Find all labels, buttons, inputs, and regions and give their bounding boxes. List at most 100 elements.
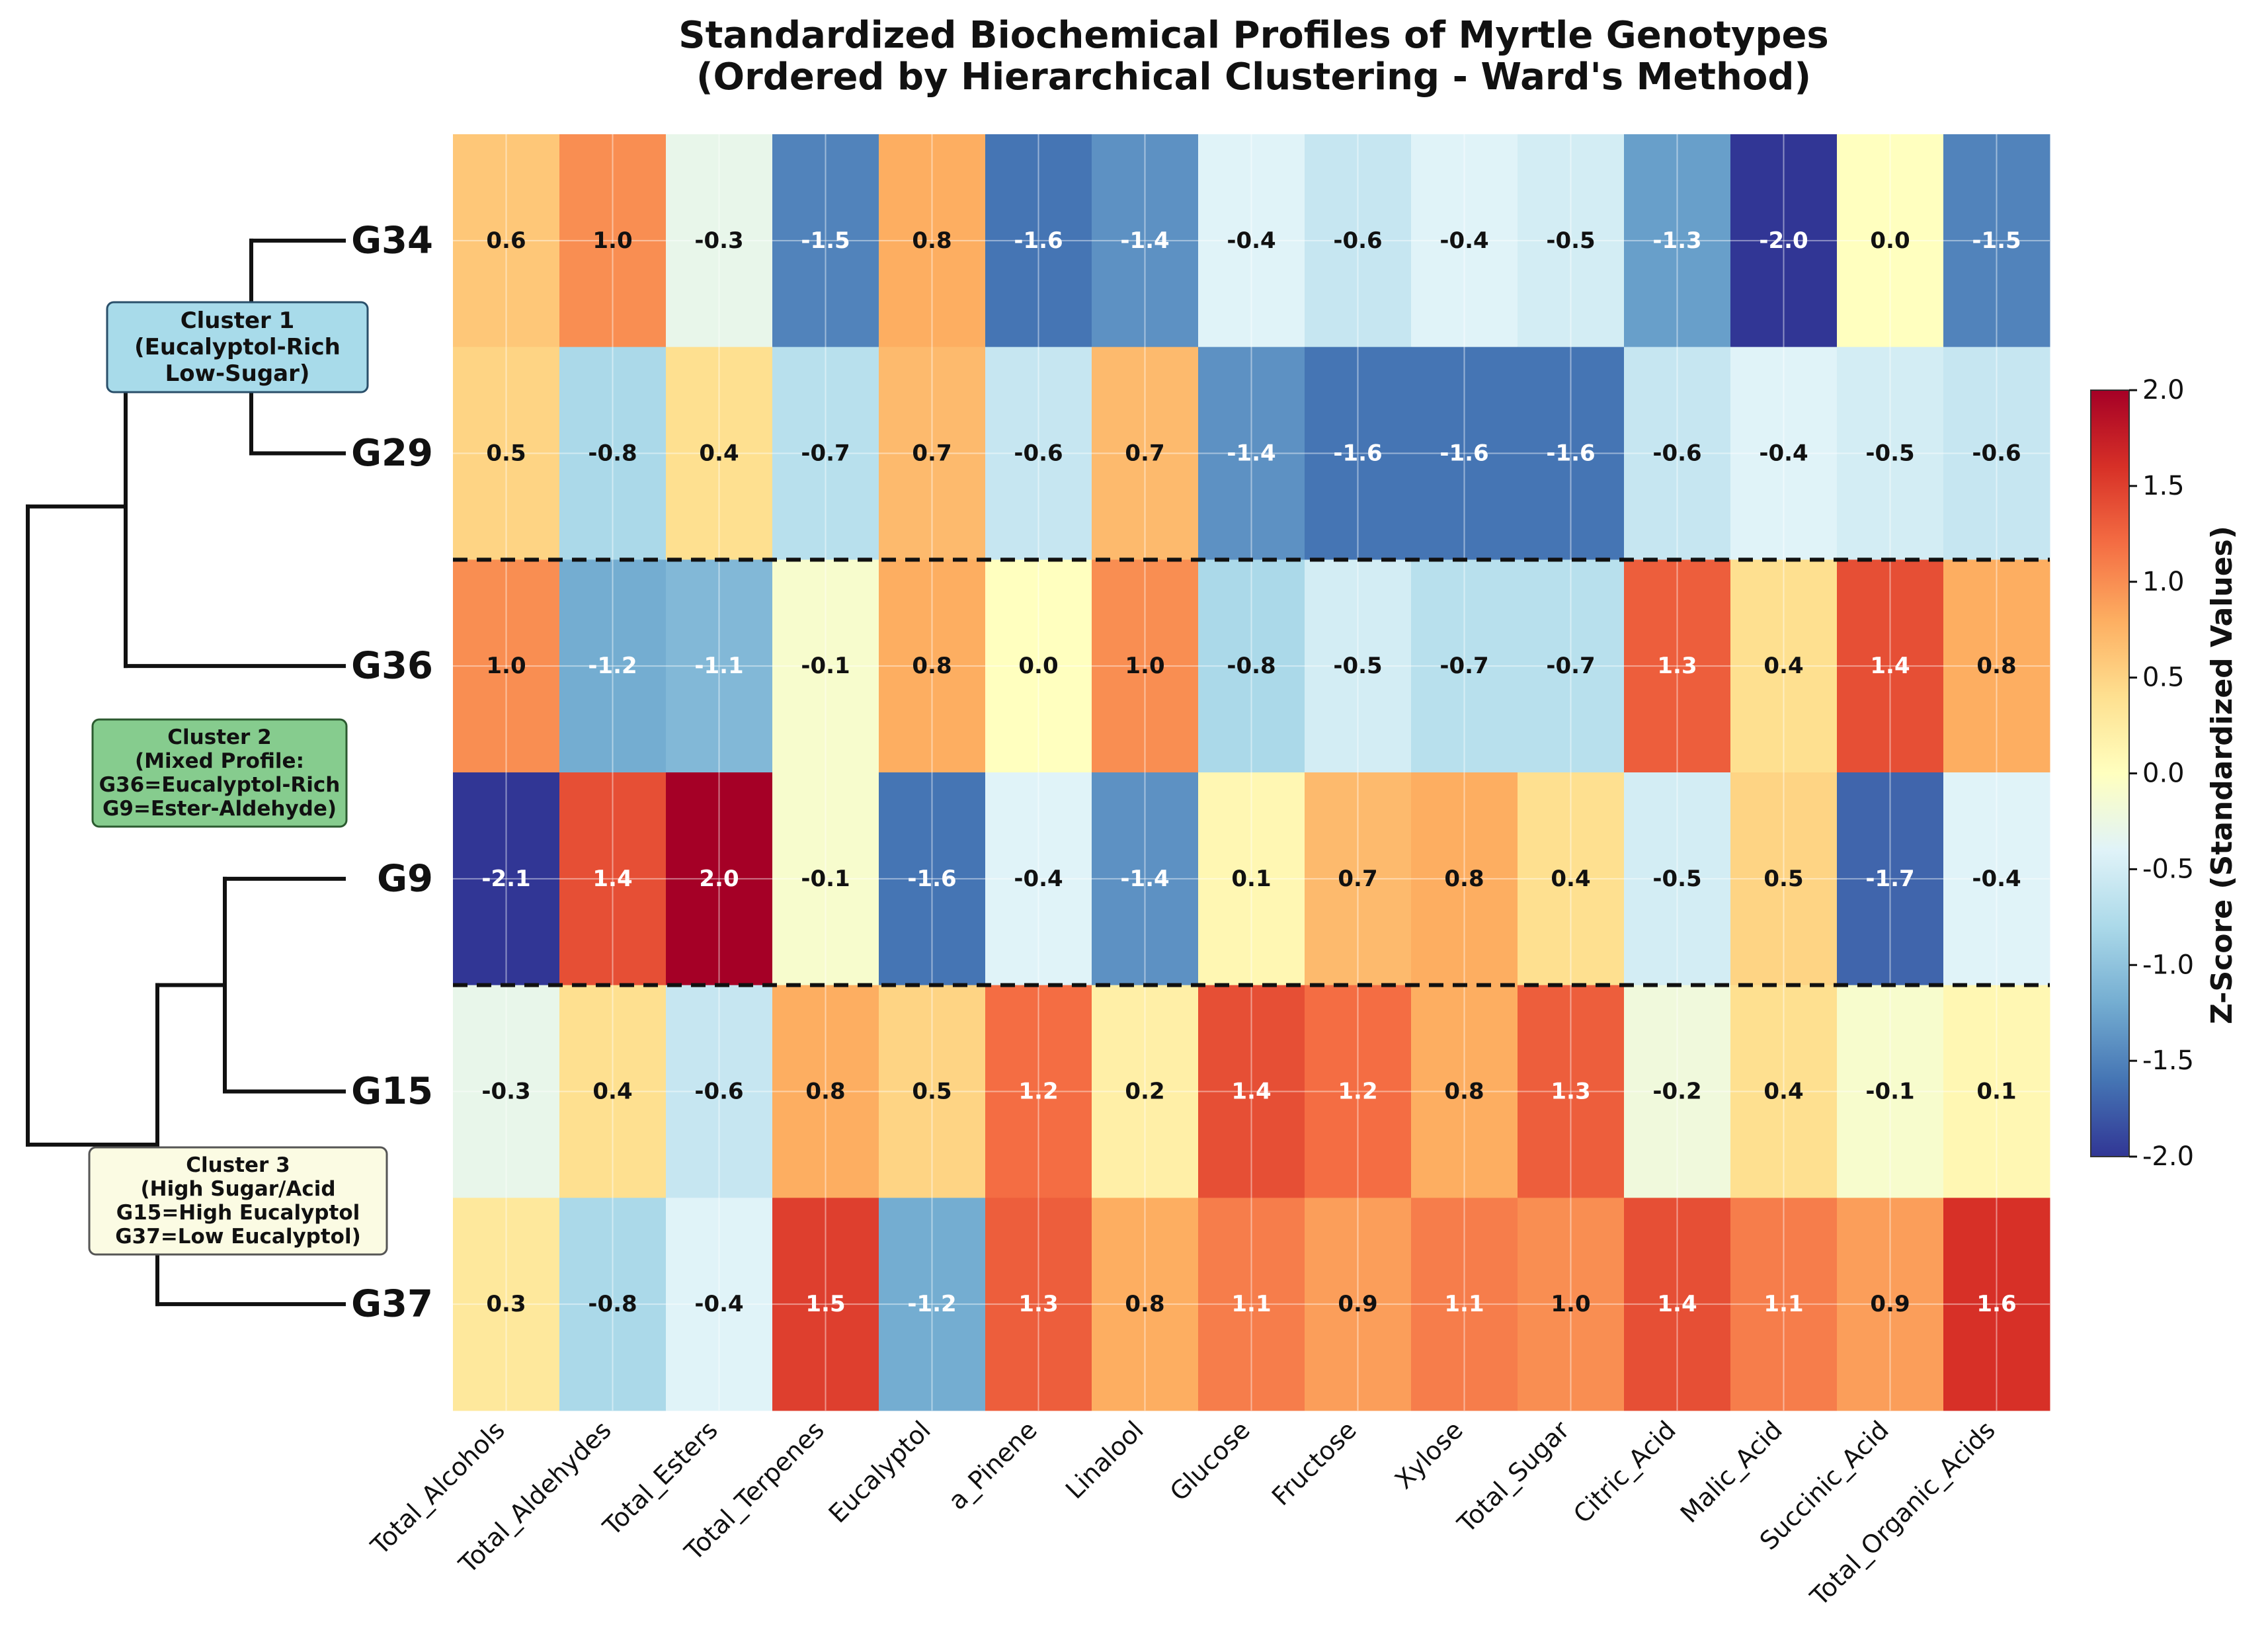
heatmap-cell <box>1624 559 1731 773</box>
heatmap-cell <box>1837 347 1944 560</box>
cluster-box <box>88 1146 388 1256</box>
gridlines <box>453 134 2050 1411</box>
cell-value-label: -0.5 <box>1333 653 1382 679</box>
heatmap-cell <box>666 134 773 348</box>
heatmap-cell <box>1730 985 1838 1198</box>
heatmap-cell <box>879 347 986 560</box>
heatmap-cell <box>666 559 773 773</box>
heatmap-cell <box>1518 559 1625 773</box>
cell-value-label: 0.7 <box>912 440 952 467</box>
cell-value-label: 1.4 <box>1231 1079 1271 1105</box>
cell-value-label: 1.4 <box>1870 653 1910 679</box>
cell-value-label: -0.6 <box>1972 440 2021 467</box>
heatmap-cell <box>559 772 667 986</box>
colorbar-tick-label: -2.0 <box>2142 1141 2194 1172</box>
cell-value-label: -0.8 <box>588 440 637 467</box>
cell-value-label: -1.6 <box>1014 227 1063 254</box>
cell-value-label: -0.7 <box>801 440 850 467</box>
heatmap-cell <box>1624 985 1731 1198</box>
row-labels: G34 G29 G36 G9 G15 G37 <box>351 219 433 1325</box>
heatmap-cell <box>1837 985 1944 1198</box>
cell-value-label: 1.2 <box>1018 1079 1058 1105</box>
chart-title: Standardized Biochemical Profiles of Myr… <box>678 14 1829 57</box>
cell-value-label: -2.1 <box>481 866 530 892</box>
cell-value-label: 1.6 <box>1976 1291 2016 1317</box>
cell-value-label: -0.1 <box>1865 1079 1914 1105</box>
column-label: Citric_Acid <box>1568 1415 1681 1529</box>
heatmap-cell <box>1092 559 1199 773</box>
cell-value-label: -0.5 <box>1652 866 1701 892</box>
cell-value-label: 0.9 <box>1338 1291 1377 1317</box>
cell-value-label: -0.4 <box>1439 227 1488 254</box>
colorbar-tick-label: 0.5 <box>2142 663 2185 693</box>
cell-value-label: -0.1 <box>801 866 850 892</box>
heatmap-cell <box>772 134 879 348</box>
column-label: Fructose <box>1266 1415 1362 1511</box>
cluster-label: (Eucalyptol-Rich <box>134 334 341 360</box>
cell-value-label: 0.7 <box>1125 440 1164 467</box>
colorbar-label: Z-Score (Standardized Values) <box>2205 526 2239 1024</box>
cell-value-label: 1.1 <box>1763 1291 1803 1317</box>
cell-value-label: -0.4 <box>1972 866 2021 892</box>
heatmap-cell <box>453 347 560 560</box>
heatmap-cell <box>1198 347 1305 560</box>
colorbar-gradient <box>2090 390 2130 1157</box>
cluster-label: Cluster 2 <box>167 725 271 749</box>
cell-value-label: 0.0 <box>1018 653 1058 679</box>
cell-value-label: 0.9 <box>1870 1291 1910 1317</box>
heatmap-cell <box>1092 772 1199 986</box>
colorbar-tick-label: 2.0 <box>2142 375 2185 405</box>
cluster-label: (Mixed Profile: <box>135 749 304 773</box>
cell-value-labels: 0.6 1.0 -0.3 -1.5 0.8 -1.6 -1.4 -0.4 -0.6 -0.4 -0.… <box>481 227 2021 1317</box>
heatmap-cell <box>1518 1198 1625 1411</box>
row-label: G37 <box>351 1283 433 1326</box>
cell-value-label: -1.3 <box>1652 227 1701 254</box>
column-label: Total_Sugar <box>1451 1415 1575 1539</box>
cell-value-label: 1.2 <box>1338 1079 1377 1105</box>
row-label: G9 <box>377 857 433 900</box>
column-labels: Total_AlcoholsTotal_AldehydesTotal_Ester… <box>365 1415 2001 1612</box>
cell-value-label: 0.4 <box>1763 653 1803 679</box>
heatmap-cell <box>1624 134 1731 348</box>
cell-value-label: -1.6 <box>907 866 956 892</box>
heatmap-cell <box>1092 1198 1199 1411</box>
cell-value-label: 1.5 <box>805 1291 845 1317</box>
heatmap-cell <box>985 559 1092 773</box>
cell-value-label: -1.5 <box>801 227 850 254</box>
heatmap-cell <box>666 985 773 1198</box>
heatmap-cell <box>1198 1198 1305 1411</box>
cell-value-label: -0.3 <box>694 227 743 254</box>
cell-value-label: 0.8 <box>912 653 952 679</box>
cell-value-label: -1.5 <box>1972 227 2021 254</box>
heatmap-cell <box>772 772 879 986</box>
cell-value-label: 1.0 <box>486 653 526 679</box>
cell-value-label: 0.8 <box>1444 866 1484 892</box>
heatmap-cell <box>1943 134 2050 348</box>
heatmap-cell <box>666 772 773 986</box>
heatmap-cell <box>453 559 560 773</box>
cell-value-label: 0.5 <box>486 440 526 467</box>
heatmap-cell <box>985 134 1092 348</box>
heatmap-cell <box>1943 347 2050 560</box>
cell-value-label: 0.4 <box>1551 866 1590 892</box>
cell-value-label: -0.5 <box>1546 227 1595 254</box>
cell-value-label: 0.7 <box>1338 866 1377 892</box>
cell-value-label: 0.6 <box>486 227 526 254</box>
colorbar-tick-label: -1.0 <box>2142 950 2194 980</box>
heatmap-cell <box>772 559 879 773</box>
cell-value-label: 0.5 <box>1763 866 1803 892</box>
colorbar-tick-label: 1.5 <box>2142 471 2185 501</box>
chart-subtitle: (Ordered by Hierarchical Clustering - Wa… <box>696 56 1811 99</box>
heatmap-cell <box>1198 559 1305 773</box>
cluster-label: G15=High Eucalyptol <box>116 1201 360 1225</box>
heatmap-cell <box>1092 985 1199 1198</box>
colorbar-tick-label: 1.0 <box>2142 567 2185 597</box>
cell-value-label: -0.1 <box>801 653 850 679</box>
heatmap-cell <box>1943 1198 2050 1411</box>
heatmap-cell <box>559 347 667 560</box>
cell-value-label: -1.4 <box>1227 440 1276 467</box>
heatmap-cell <box>1305 772 1412 986</box>
heatmap-cell <box>879 1198 986 1411</box>
heatmap-cell <box>1624 347 1731 560</box>
cell-value-label: -2.0 <box>1759 227 1808 254</box>
